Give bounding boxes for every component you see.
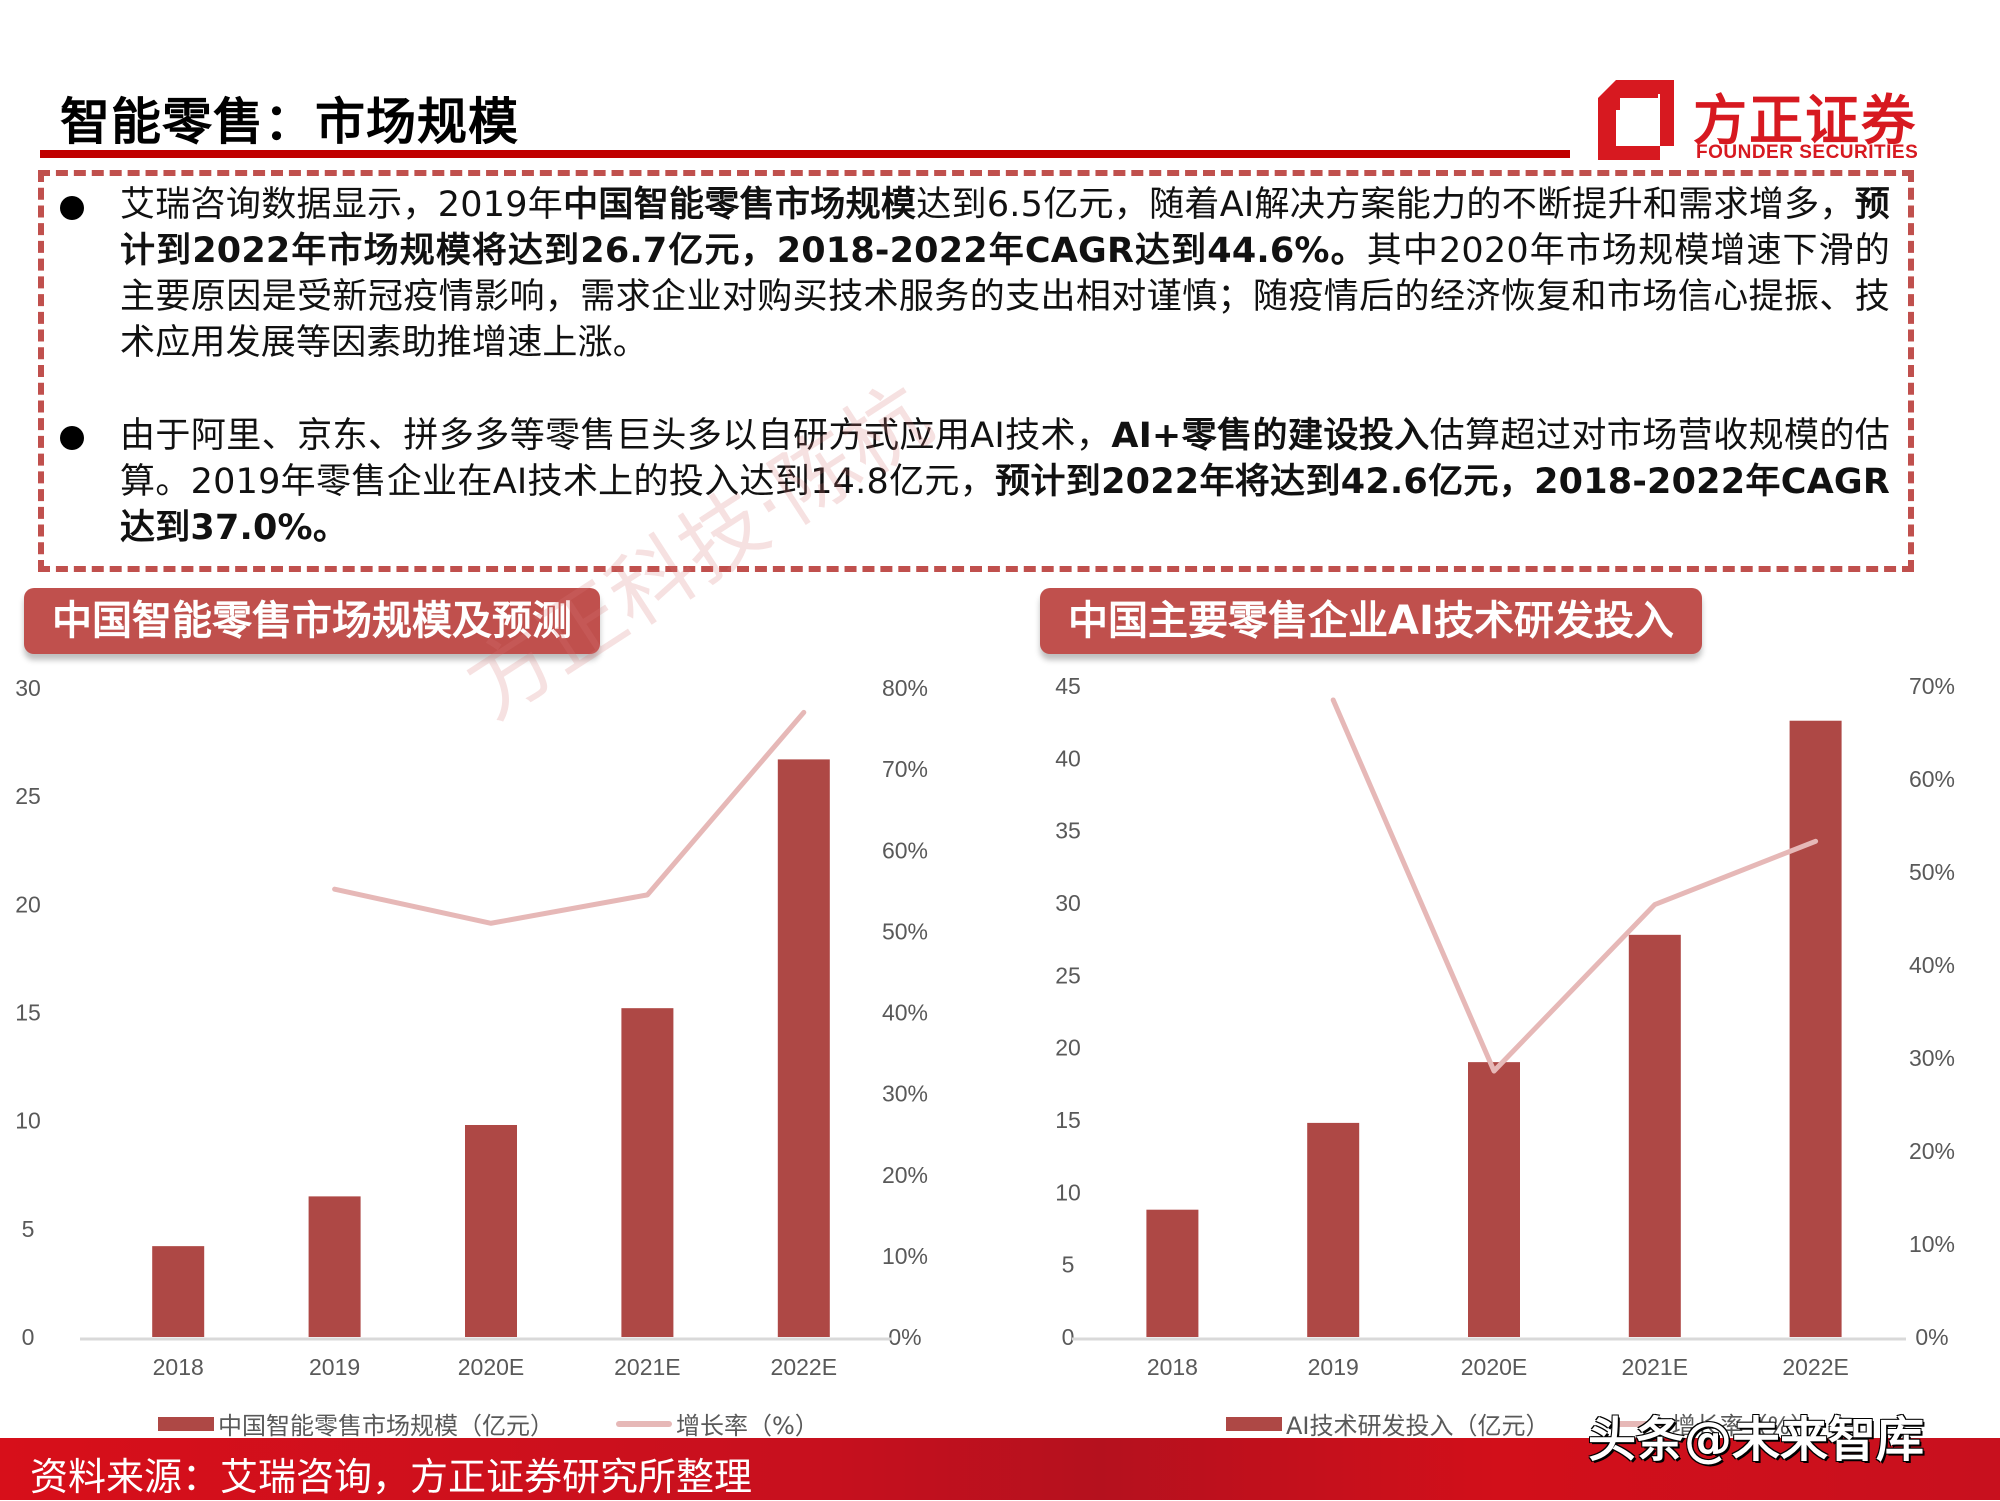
left-axis-tick-label: 30: [1055, 890, 1081, 916]
legend-line-swatch-icon: [616, 1420, 672, 1427]
emphasis-text: AI+零售的建设投入: [1111, 416, 1430, 456]
left-axis-tick-label: 20: [15, 891, 41, 917]
x-axis-tick-label: 2020E: [458, 1354, 525, 1380]
right-axis-tick-label: 10%: [882, 1243, 928, 1269]
legend-bar-swatch-icon: [1226, 1416, 1282, 1431]
legend-item-line: 增长率（%）: [616, 1406, 819, 1441]
bar-2019: [1307, 1122, 1360, 1337]
right-axis-tick-label: 70%: [1909, 673, 1955, 699]
right-axis-tick-label: 40%: [882, 1000, 928, 1026]
legend-bar-label: 中国智能零售市场规模（亿元）: [218, 1412, 554, 1440]
left-axis-tick-label: 0: [1062, 1324, 1075, 1350]
bar-2021E: [1628, 934, 1681, 1337]
bar-2022E: [777, 759, 830, 1337]
left-axis-tick-label: 10: [15, 1108, 41, 1134]
right-axis-tick-label: 80%: [882, 675, 928, 701]
right-axis-tick-label: 20%: [882, 1162, 928, 1188]
emphasis-text: 预计到2022年将达到42.6亿元，2018-2022年CAGR达到37.0%。: [120, 462, 1890, 548]
legend-bar-label: AI技术研发投入（亿元）: [1286, 1412, 1550, 1440]
bar-2020E: [1468, 1062, 1520, 1337]
x-axis-tick-label: 2021E: [614, 1354, 681, 1380]
x-axis-tick-label: 2021E: [1622, 1354, 1689, 1380]
bar-2022E: [1789, 720, 1842, 1337]
growth-rate-line: [1330, 697, 1819, 1074]
right-axis-tick-label: 30%: [1909, 1045, 1955, 1071]
left-axis-tick-label: 30: [15, 675, 41, 701]
summary-box: [38, 170, 1914, 572]
right-axis-tick-label: 20%: [1909, 1138, 1955, 1164]
x-axis-tick-label: 2022E: [771, 1354, 838, 1380]
legend-item-bar: AI技术研发投入（亿元）: [1226, 1406, 1550, 1441]
body-text: 由于阿里、京东、拼多多等零售巨头多以自研方式应用AI技术，: [120, 416, 1112, 456]
emphasis-text: 中国智能零售市场规模: [563, 185, 917, 225]
x-axis-tick-label: 2020E: [1461, 1354, 1528, 1380]
left-axis-tick-label: 10: [1055, 1179, 1081, 1205]
bar-2019: [308, 1196, 361, 1337]
x-axis-tick-label: 2019: [1308, 1354, 1359, 1380]
legend-bar-swatch-icon: [158, 1416, 214, 1431]
right-axis-tick-label: 0%: [1915, 1324, 1948, 1350]
chart-2-title-tag: 中国主要零售企业AI技术研发投入: [1040, 588, 1702, 654]
body-text: 艾瑞咨询数据显示，2019年: [120, 185, 564, 225]
left-axis-tick-label: 5: [22, 1216, 35, 1242]
chart-1-title-tag: 中国智能零售市场规模及预测: [24, 588, 600, 654]
body-text: 其中2020年市场规模增速下滑的主要原因是受新冠疫情影响，需求企业对购买技术服务…: [120, 231, 1890, 363]
legend-item-line: 增长率（%）: [1611, 1406, 1815, 1441]
bar-2021E: [621, 1008, 674, 1337]
bullet-icon: [60, 426, 84, 450]
title-divider: [40, 150, 1570, 158]
left-axis-tick-label: 40: [1055, 745, 1081, 771]
page-title: 智能零售：市场规模: [60, 93, 519, 151]
right-axis-tick-label: 40%: [1909, 952, 1955, 978]
emphasis-text: 预计到2022年市场规模将达到26.7亿元，2018-2022年CAGR达到44…: [120, 185, 1890, 271]
bar-2018: [1146, 1209, 1199, 1337]
platform-watermark: 头条@未来智库: [1588, 1412, 1925, 1468]
chart-1-legend: 中国智能零售市场规模（亿元） 增长率（%）: [158, 1406, 881, 1441]
right-axis-tick-label: 70%: [882, 756, 928, 782]
logo-chinese-name: 方正证券: [1693, 89, 1917, 152]
left-axis-tick-label: 0: [22, 1324, 35, 1350]
left-axis-tick-label: 25: [15, 783, 41, 809]
x-axis-tick-label: 2019: [309, 1354, 360, 1380]
logo-english-name: FOUNDER SECURITIES: [1696, 142, 1919, 163]
bar-2020E: [465, 1124, 517, 1337]
body-text: 估算超过对市场营收规模的估算。2019年零售企业在AI技术上的投入达到14.8亿…: [120, 416, 1890, 502]
right-axis-tick-label: 50%: [1909, 859, 1955, 885]
left-axis-tick-label: 45: [1055, 673, 1081, 699]
logo-mark-icon: [1598, 80, 1674, 160]
legend-line-label: 增长率（%）: [676, 1412, 819, 1440]
source-note: 资料来源：艾瑞咨询，方正证券研究所整理: [30, 1455, 753, 1499]
legend-line-swatch-icon: [1611, 1420, 1668, 1427]
left-axis-tick-label: 15: [15, 1000, 41, 1026]
left-axis-tick-label: 15: [1055, 1107, 1081, 1133]
left-axis-tick-label: 20: [1055, 1035, 1081, 1061]
x-axis-tick-label: 2018: [153, 1354, 204, 1380]
left-axis-tick-label: 5: [1062, 1252, 1075, 1278]
right-axis-tick-label: 50%: [882, 918, 928, 944]
body-text: 达到6.5亿元，随着AI解决方案能力的不断提升和需求增多，: [916, 185, 1855, 225]
x-axis-tick-label: 2022E: [1782, 1354, 1849, 1380]
right-axis-tick-label: 60%: [882, 837, 928, 863]
growth-rate-line: [332, 709, 807, 926]
right-axis-tick-label: 10%: [1909, 1231, 1955, 1257]
left-axis-tick-label: 25: [1055, 962, 1081, 988]
founder-securities-logo: 方正证券 FOUNDER SECURITIES: [1598, 78, 1928, 168]
legend-line-label: 增长率（%）: [1671, 1412, 1815, 1440]
right-axis-tick-label: 0%: [888, 1324, 921, 1350]
bar-2018: [152, 1246, 205, 1337]
summary-paragraph-1: 艾瑞咨询数据显示，2019年中国智能零售市场规模达到6.5亿元，随着AI解决方案…: [120, 182, 1890, 366]
legend-item-bar: 中国智能零售市场规模（亿元）: [158, 1406, 554, 1441]
summary-paragraph-2: 由于阿里、京东、拼多多等零售巨头多以自研方式应用AI技术，AI+零售的建设投入估…: [120, 413, 1890, 551]
footer-bar: 资料来源：艾瑞咨询，方正证券研究所整理: [0, 1438, 2000, 1500]
right-axis-tick-label: 60%: [1909, 766, 1955, 792]
left-axis-tick-label: 35: [1055, 818, 1081, 844]
x-axis-tick-label: 2018: [1147, 1354, 1198, 1380]
chart-2-legend: AI技术研发投入（亿元） 增长率（%）: [1226, 1406, 1876, 1441]
right-axis-tick-label: 30%: [882, 1081, 928, 1107]
bullet-icon: [60, 196, 84, 220]
